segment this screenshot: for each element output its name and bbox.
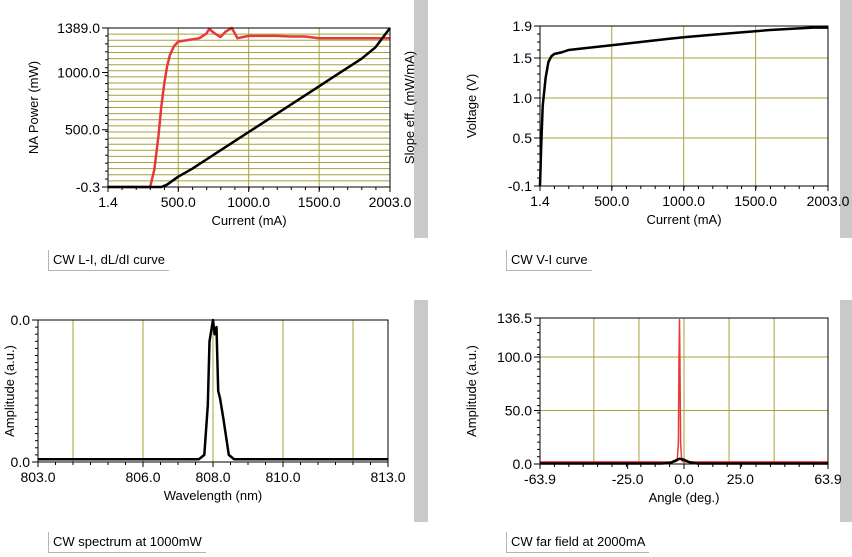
y-axis-title: Voltage (V) <box>464 74 479 138</box>
x-tick-label: 813.0 <box>370 469 405 485</box>
spectrum-panel: 803.0 806.0 808.0 810.0 813.0 0.0 0.0 Wavelengt… <box>0 300 430 557</box>
y-tick-label: 1.0 <box>513 90 533 106</box>
y-tick-label: 136.5 <box>497 310 532 326</box>
x-tick-label: 2003.0 <box>369 194 412 210</box>
y2-axis-title: Slope eff. (mW/mA) <box>402 51 417 164</box>
spectrum-chart: 803.0 806.0 808.0 810.0 813.0 0.0 0.0 Wavelengt… <box>2 312 406 503</box>
chart-caption: CW L-I, dL/dI curve <box>48 250 169 271</box>
x-tick-label: 1.4 <box>98 194 118 210</box>
y-tick-label: 0.0 <box>11 312 31 328</box>
y-tick-label: -0.1 <box>508 178 532 194</box>
x-axis-title: Current (mA) <box>211 213 286 228</box>
x-tick-label: 803.0 <box>20 469 55 485</box>
x-axis-title: Angle (deg.) <box>649 490 720 505</box>
x-tick-label: -63.9 <box>524 471 556 487</box>
y-axis-title: Amplitude (a.u.) <box>464 345 479 437</box>
x-tick-label: 810.0 <box>265 469 300 485</box>
y-tick-label: 1.5 <box>513 50 533 66</box>
y-tick-label: 100.0 <box>497 349 532 365</box>
chart-caption: CW spectrum at 1000mW <box>48 532 206 553</box>
x-tick-label: 808.0 <box>195 469 230 485</box>
x-tick-label: 1500.0 <box>298 194 341 210</box>
li-curve-panel: 1.4 500.0 1000.0 1500.0 2003.0 -0.3 500.0 1000.… <box>0 0 430 280</box>
x-tick-label: 2003.0 <box>807 193 850 209</box>
y-tick-label: 1000.0 <box>57 65 100 81</box>
y-tick-label: 0.5 <box>513 130 533 146</box>
x-tick-label: -25.0 <box>612 471 644 487</box>
far-field-chart: -63.9 -25.0 0.0 25.0 63.9 0.0 50.0 100.0 136.5 An… <box>464 310 842 505</box>
chart-caption: CW far field at 2000mA <box>506 532 650 553</box>
x-tick-label: 500.0 <box>161 194 196 210</box>
y-tick-label: 1389.0 <box>57 20 100 36</box>
x-tick-label: 1.4 <box>530 193 550 209</box>
panel-shade <box>840 0 852 238</box>
far-field-panel: -63.9 -25.0 0.0 25.0 63.9 0.0 50.0 100.0 136.5 An… <box>430 300 852 557</box>
series-line-0 <box>540 318 828 463</box>
vi-curve-panel: 1.4 500.0 1000.0 1500.0 2003.0 -0.1 0.5 1.0 1.5 1… <box>430 0 852 280</box>
panel-shade <box>414 300 428 522</box>
x-axis-title: Current (mA) <box>646 212 721 227</box>
x-tick-label: 63.9 <box>814 471 841 487</box>
x-tick-label: 1000.0 <box>227 194 270 210</box>
chart-caption: CW V-I curve <box>506 250 592 271</box>
series-line-0 <box>538 26 828 187</box>
y-tick-label: 1.9 <box>513 18 533 34</box>
y-tick-label: 500.0 <box>65 122 100 138</box>
series-line-0 <box>38 318 388 461</box>
series-line-0 <box>108 26 390 189</box>
y-tick-label: -0.3 <box>76 179 100 195</box>
x-tick-label: 500.0 <box>594 193 629 209</box>
x-axis-title: Wavelength (nm) <box>164 488 263 503</box>
panel-shade <box>840 300 852 522</box>
x-tick-label: 806.0 <box>125 469 160 485</box>
y-axis-title: NA Power (mW) <box>26 61 41 154</box>
y-tick-label: 50.0 <box>505 403 532 419</box>
y-axis-title: Amplitude (a.u.) <box>2 345 17 437</box>
x-tick-label: 1500.0 <box>734 193 777 209</box>
panel-shade <box>414 0 428 238</box>
x-tick-label: 1000.0 <box>662 193 705 209</box>
x-tick-label: 25.0 <box>727 471 754 487</box>
y-tick-label: 0.0 <box>11 454 31 470</box>
vi-curve-chart: 1.4 500.0 1000.0 1500.0 2003.0 -0.1 0.5 1.0 1.5 1… <box>464 18 850 227</box>
li-curve-chart: 1.4 500.0 1000.0 1500.0 2003.0 -0.3 500.0 1000.… <box>26 20 417 228</box>
x-tick-label: 0.0 <box>674 471 694 487</box>
y-tick-label: 0.0 <box>513 456 533 472</box>
